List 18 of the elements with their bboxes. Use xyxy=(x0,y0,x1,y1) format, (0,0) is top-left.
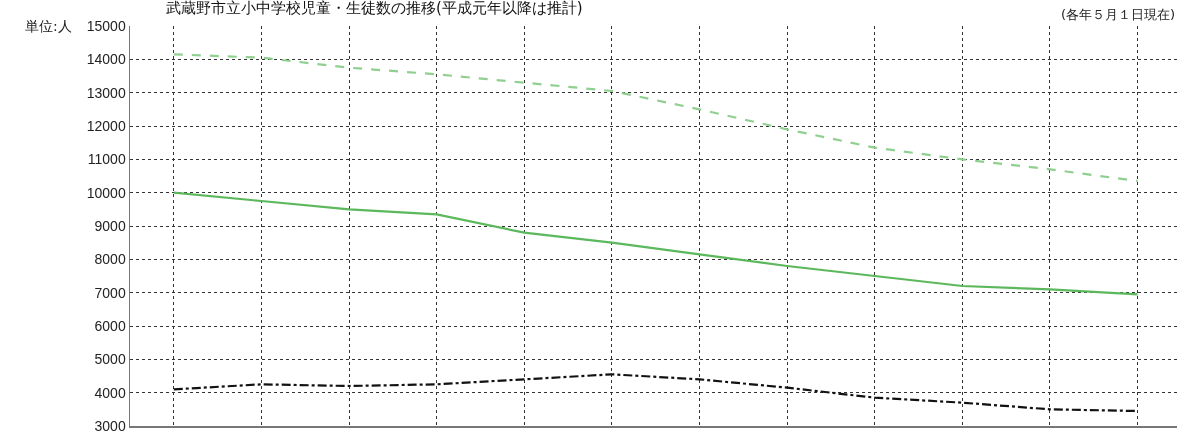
y-tick-label: 10000 xyxy=(86,184,126,201)
line-series xyxy=(172,191,1139,296)
y-tick-label: 11000 xyxy=(87,151,126,168)
y-tick-label: 15000 xyxy=(86,17,126,34)
chart-title: 武蔵野市立小中学校児童・生徒数の推移(平成元年以降は推計) xyxy=(165,0,583,17)
y-tick-label: 5000 xyxy=(94,351,126,368)
y-tick-label: 7000 xyxy=(94,284,126,301)
y-tick-label: 6000 xyxy=(94,317,126,334)
y-tick-label: 14000 xyxy=(86,51,126,68)
y-axis-title: 単位:人 xyxy=(25,18,72,34)
y-tick-label: 8000 xyxy=(94,251,126,268)
y-tick-label: 12000 xyxy=(86,117,126,134)
y-tick-label: 13000 xyxy=(86,84,126,101)
y-tick-label: 3000 xyxy=(94,417,126,434)
line-series xyxy=(172,53,1139,183)
y-tick-label: 9000 xyxy=(94,217,126,234)
y-tick-label: 4000 xyxy=(94,384,126,401)
chart-subtitle: (各年５月１日現在) xyxy=(1061,7,1176,22)
